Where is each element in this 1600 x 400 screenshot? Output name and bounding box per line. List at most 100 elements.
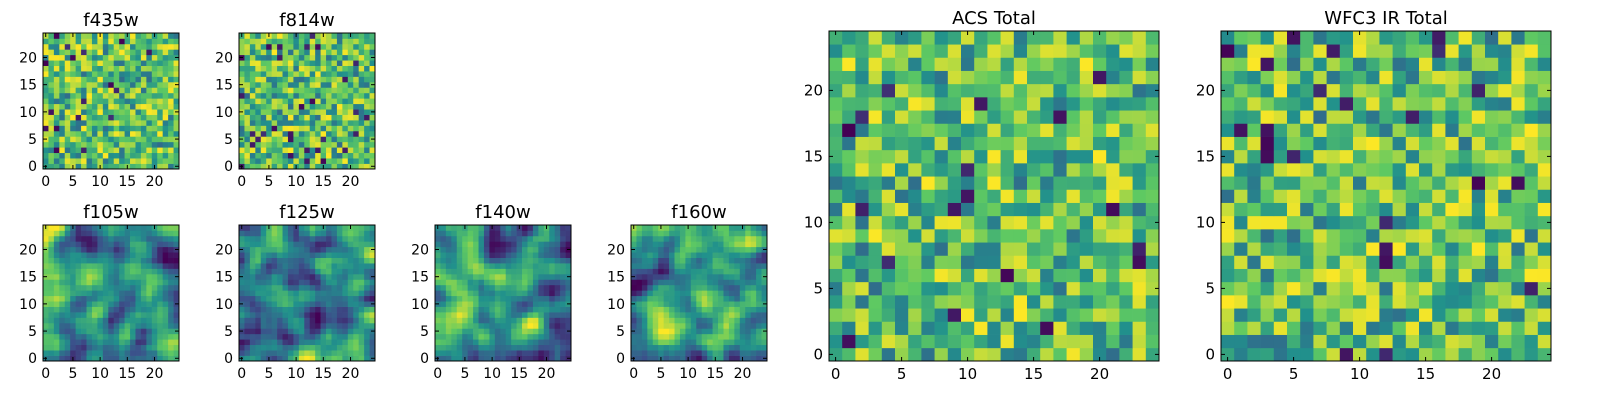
heatmap-cell xyxy=(489,290,496,297)
heatmap-cell xyxy=(734,301,741,307)
heatmap-cell xyxy=(723,312,730,318)
heatmap-cell xyxy=(315,273,321,280)
heatmap-cell xyxy=(130,257,136,264)
heatmap-cell xyxy=(102,355,109,362)
heatmap-cell xyxy=(315,76,321,83)
heatmap-cell xyxy=(53,350,60,356)
heatmap-cell xyxy=(315,103,321,110)
heatmap-cell xyxy=(353,225,360,231)
heatmap-cell xyxy=(855,149,869,164)
panel-title: ACS Total xyxy=(952,8,1036,29)
heatmap-cell xyxy=(336,130,343,137)
heatmap-cell xyxy=(1093,334,1107,349)
heatmap-cell xyxy=(86,65,93,72)
heatmap-cell xyxy=(146,71,153,77)
heatmap-cell xyxy=(1053,295,1067,309)
heatmap-cell xyxy=(81,252,87,258)
heatmap-cell xyxy=(108,136,115,143)
heatmap-cell xyxy=(326,301,332,307)
heatmap-cell xyxy=(761,263,768,269)
heatmap-cell xyxy=(961,189,975,203)
heatmap-cell xyxy=(75,103,82,110)
heatmap-cell xyxy=(151,43,158,50)
heatmap-cell xyxy=(435,322,441,329)
heatmap-cell xyxy=(663,268,670,275)
heatmap-cell xyxy=(97,279,104,286)
heatmap-cell xyxy=(277,60,283,66)
heatmap-cell xyxy=(130,230,136,237)
heatmap-cell xyxy=(658,301,664,307)
heatmap-cell xyxy=(75,33,82,39)
heatmap-cell xyxy=(685,333,692,340)
heatmap-cell xyxy=(538,235,545,242)
heatmap-cell xyxy=(647,279,654,286)
heatmap-cell xyxy=(249,147,256,154)
heatmap-cell xyxy=(271,43,278,50)
heatmap-cell xyxy=(1260,347,1275,362)
heatmap-cell xyxy=(881,268,896,283)
heatmap-cell xyxy=(745,225,752,231)
heatmap-cell xyxy=(1145,44,1160,58)
heatmap-cell xyxy=(478,290,485,297)
heatmap-cell xyxy=(81,54,87,61)
heatmap-cell xyxy=(260,163,267,170)
heatmap-cell xyxy=(489,322,496,329)
heatmap-cell xyxy=(255,92,262,99)
heatmap-cell xyxy=(842,110,856,124)
heatmap-cell xyxy=(168,241,174,248)
heatmap-cell xyxy=(511,350,517,356)
heatmap-cell xyxy=(1145,242,1160,256)
heatmap-cell xyxy=(255,136,262,143)
heatmap-cell xyxy=(168,92,174,99)
heatmap-cell xyxy=(271,87,278,94)
heatmap-cell xyxy=(59,49,66,56)
heatmap-cell xyxy=(162,322,169,329)
heatmap-cell xyxy=(287,92,294,99)
heatmap-cell xyxy=(750,301,757,307)
heatmap-cell xyxy=(113,339,120,346)
heatmap-cell xyxy=(701,312,708,318)
heatmap-cell xyxy=(1419,163,1433,177)
heatmap-cell xyxy=(1000,268,1015,283)
heatmap-cell xyxy=(1132,83,1147,98)
heatmap-cell xyxy=(1260,149,1275,164)
heatmap-cell xyxy=(647,344,654,351)
heatmap-cell xyxy=(1445,176,1459,190)
heatmap-cell xyxy=(135,141,142,148)
heatmap-cell xyxy=(364,76,370,83)
heatmap-cell xyxy=(75,339,82,346)
heatmap-cell xyxy=(636,246,643,253)
heatmap-cell xyxy=(135,109,142,115)
heatmap-cell xyxy=(168,306,174,313)
heatmap-cell xyxy=(358,350,365,356)
heatmap-cell xyxy=(1405,202,1420,217)
heatmap-cell xyxy=(59,103,66,110)
heatmap-cell xyxy=(663,333,670,340)
heatmap-cell xyxy=(59,312,66,318)
heatmap-cell xyxy=(157,225,164,231)
heatmap-cell xyxy=(974,295,988,309)
heatmap-cell xyxy=(86,241,93,248)
heatmap-cell xyxy=(1353,268,1367,283)
heatmap-cell xyxy=(249,163,256,170)
heatmap-cell xyxy=(108,230,115,237)
heatmap-cell xyxy=(745,279,752,286)
heatmap-cell xyxy=(91,158,98,164)
heatmap-cell xyxy=(59,344,66,351)
heatmap-cell xyxy=(157,350,164,356)
heatmap-cell xyxy=(636,263,643,269)
heatmap-cell xyxy=(1366,215,1380,230)
heatmap-cell xyxy=(75,38,82,45)
heatmap-cell xyxy=(119,114,125,121)
heatmap-cell xyxy=(494,322,501,329)
heatmap-cell xyxy=(1145,136,1160,151)
heatmap-cell xyxy=(326,284,332,291)
heatmap-cell xyxy=(244,295,251,302)
heatmap-cell xyxy=(761,350,768,356)
heatmap-cell xyxy=(108,290,115,297)
heatmap-cell xyxy=(1392,176,1407,190)
heatmap-cell xyxy=(81,339,87,346)
heatmap-cell xyxy=(679,295,686,302)
heatmap-cell xyxy=(473,252,479,258)
